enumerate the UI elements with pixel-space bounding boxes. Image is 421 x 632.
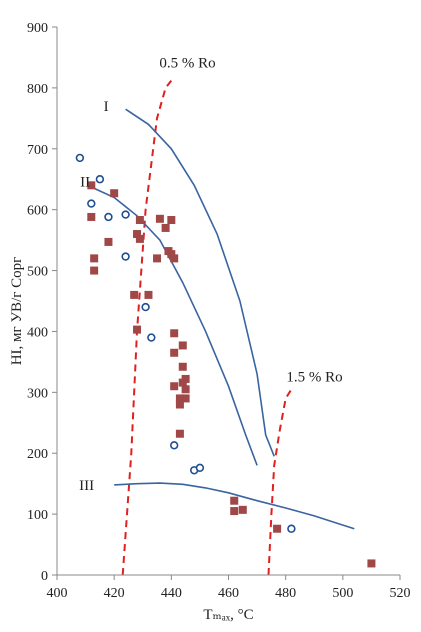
square-point <box>87 212 96 221</box>
ro-lines-layer <box>121 79 293 576</box>
x-tick-label: 440 <box>161 586 182 601</box>
square-point <box>133 325 142 334</box>
circle-point <box>195 463 205 473</box>
circle-point <box>287 524 296 533</box>
data-points-layer <box>75 153 376 568</box>
kerogen-curve-0 <box>125 108 275 457</box>
square-point <box>178 341 187 350</box>
circle-point <box>121 210 130 219</box>
square-point <box>167 250 176 259</box>
ro-line-0 <box>121 79 173 576</box>
ro-label-1-5: 1.5 % Ro <box>286 369 342 385</box>
square-point <box>181 374 190 383</box>
square-point <box>90 266 99 275</box>
square-point <box>238 505 247 514</box>
x-tick-label: 480 <box>275 586 296 601</box>
circle-point <box>95 175 105 184</box>
square-point <box>175 400 184 409</box>
square-point <box>181 394 190 403</box>
square-point <box>110 189 119 198</box>
y-tick-label: 700 <box>27 143 48 158</box>
y-tick-label: 800 <box>27 82 48 97</box>
square-point <box>161 223 170 232</box>
y-tick-label: 400 <box>27 325 48 340</box>
square-point <box>170 254 179 263</box>
square-point <box>135 234 144 243</box>
circle-point <box>141 302 150 312</box>
square-point <box>170 382 179 391</box>
square-point <box>90 254 99 263</box>
x-tick-label: 400 <box>47 586 68 601</box>
square-point <box>170 348 179 357</box>
axes-layer: 400 420 440 460 480 500 520 0 100 200 300 400 500 600… <box>27 21 411 601</box>
square-point <box>167 216 176 225</box>
curve-label-iii: III <box>79 478 94 494</box>
y-tick-label: 900 <box>27 21 48 36</box>
x-tick-label: 500 <box>332 586 353 601</box>
y-tick-label: 600 <box>27 204 48 219</box>
circle-point <box>104 212 113 222</box>
x-tick-label: 520 <box>390 586 411 601</box>
square-point <box>175 394 184 403</box>
kerogen-curves-layer <box>93 108 355 530</box>
square-point <box>155 214 164 223</box>
x-axis-label: Tₘₐₓ, °C <box>203 607 253 623</box>
square-point <box>273 524 282 533</box>
square-point <box>178 362 187 371</box>
square-point <box>230 507 239 516</box>
square-point <box>133 230 142 239</box>
ro-line-1 <box>267 388 293 576</box>
x-tick-label: 460 <box>218 586 239 601</box>
square-point <box>181 385 190 394</box>
circle-point <box>87 199 96 208</box>
square-point <box>230 496 239 505</box>
y-axis-label: HI, мг УВ/г Cорг <box>9 257 25 366</box>
y-tick-label: 100 <box>27 508 48 523</box>
labels-layer: Tₘₐₓ, °C HI, мг УВ/г Cорг I II III 0.5 %… <box>9 56 343 623</box>
kerogen-curve-2 <box>114 482 355 530</box>
square-point <box>144 290 153 299</box>
y-tick-label: 500 <box>27 265 48 280</box>
ro-label-0-5: 0.5 % Ro <box>159 56 215 72</box>
square-point <box>104 237 113 246</box>
y-tick-label: 300 <box>27 386 48 401</box>
square-point <box>367 559 376 568</box>
square-point <box>135 216 144 225</box>
circle-point <box>169 441 179 450</box>
curve-label-ii: II <box>80 174 90 190</box>
curve-label-i: I <box>104 99 109 115</box>
square-point <box>170 329 179 338</box>
circle-point <box>75 153 85 163</box>
y-tick-label: 0 <box>41 569 48 584</box>
square-point <box>153 254 162 263</box>
circle-point <box>121 252 130 261</box>
kerogen-curve-1 <box>93 187 258 466</box>
y-tick-label: 200 <box>27 447 48 462</box>
square-point <box>130 290 139 299</box>
square-point <box>175 429 184 438</box>
x-tick-label: 420 <box>104 586 125 601</box>
circle-point <box>147 333 156 342</box>
square-point <box>87 181 96 190</box>
